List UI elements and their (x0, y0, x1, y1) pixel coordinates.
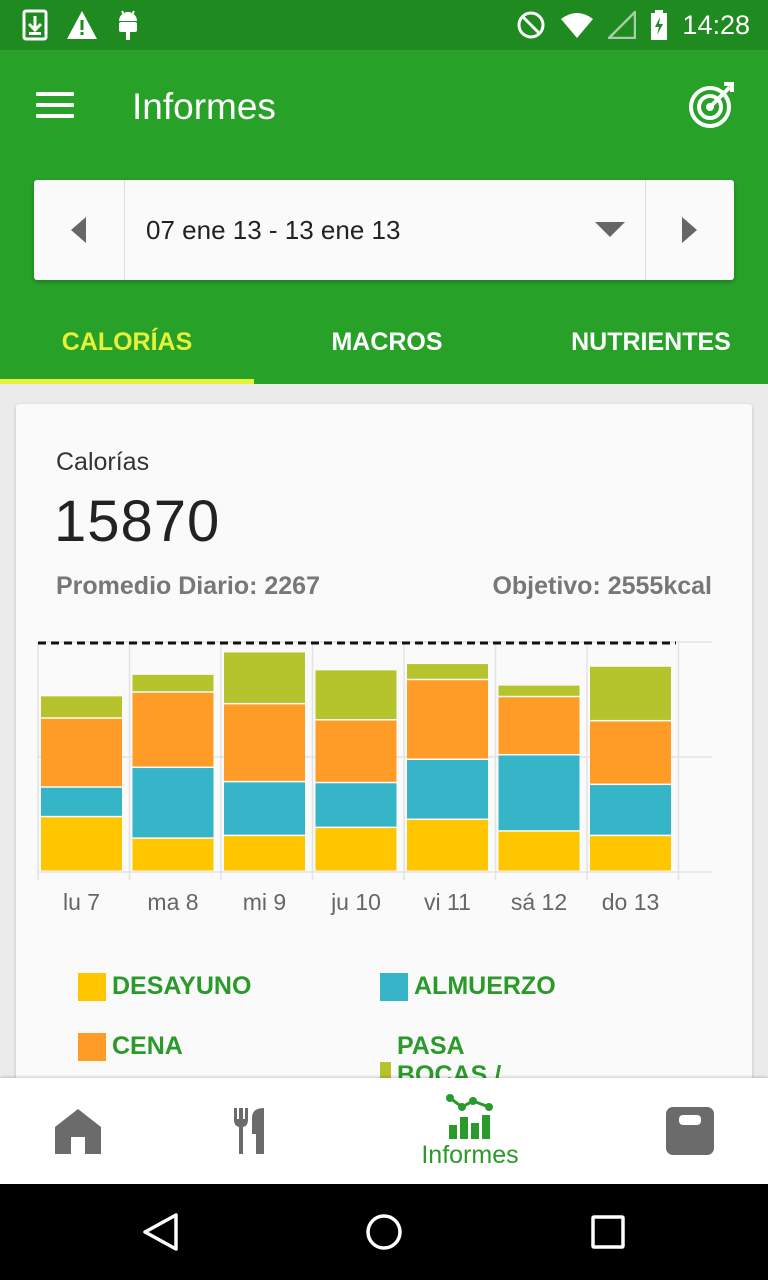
home-icon (55, 1109, 101, 1154)
bar-segment (132, 768, 214, 838)
bar-segment (590, 785, 671, 835)
bar-segment (407, 820, 488, 871)
x-tick-label: ju 10 (330, 889, 381, 915)
bar-segment (498, 685, 580, 696)
warning-icon (67, 11, 97, 39)
x-tick-label: lu 7 (63, 889, 100, 915)
status-bar: 14:28 (0, 0, 768, 50)
report-tabs: CALORÍAS MACROS NUTRIENTES (0, 300, 768, 384)
bar-segment (315, 720, 397, 782)
bar-segment (41, 817, 122, 871)
daily-average: Promedio Diario: 2267 (56, 572, 320, 600)
nav-weight[interactable] (662, 1078, 718, 1184)
date-range-label: 07 ene 13 - 13 ene 13 (146, 214, 401, 245)
bar-segment (224, 652, 305, 703)
bar-segment (315, 828, 397, 871)
bar-segment (41, 696, 122, 718)
nav-informes-label: Informes (421, 1140, 519, 1169)
scale-icon (666, 1107, 714, 1155)
clock: 14:28 (682, 10, 750, 40)
legend-item: CENA (78, 1032, 183, 1061)
android-icon (119, 10, 137, 40)
date-selector: 07 ene 13 - 13 ene 13 (34, 180, 734, 280)
legend-item: ALMUERZO (380, 972, 556, 1001)
previous-week-button[interactable] (34, 180, 125, 280)
calorie-goal: Objetivo: 2555kcal (492, 572, 712, 600)
x-tick-label: vi 11 (424, 889, 471, 915)
goal-target-button[interactable] (688, 80, 738, 130)
calories-card: Calorías 15870 Promedio Diario: 2267 Obj… (16, 404, 752, 1118)
legend-swatch (380, 972, 408, 1001)
bar-segment (41, 718, 122, 787)
system-recents-button[interactable] (586, 1210, 630, 1254)
x-tick-label: sá 12 (511, 889, 567, 915)
legend-label: DESAYUNO (112, 972, 252, 1000)
system-navigation-bar (0, 1184, 768, 1280)
date-range-dropdown[interactable]: 07 ene 13 - 13 ene 13 (125, 180, 645, 280)
calories-total: 15870 (54, 489, 221, 554)
target-icon (689, 82, 734, 128)
dropdown-arrow-icon (595, 222, 625, 237)
legend-swatch (380, 1061, 391, 1090)
bar-segment (407, 680, 488, 759)
bar-segment (315, 783, 397, 827)
arrow-left-icon (71, 217, 86, 243)
bar-segment (132, 692, 214, 767)
legend-label: CENA (112, 1032, 183, 1060)
tab-macros[interactable]: MACROS (331, 327, 443, 356)
nav-informes[interactable]: Informes (404, 1078, 536, 1184)
bar-segment (590, 666, 671, 720)
x-tick-label: do 13 (602, 889, 660, 915)
bar-segment (498, 755, 580, 831)
back-icon (143, 1213, 178, 1251)
bar-segment (224, 782, 305, 835)
bar-segment (132, 838, 214, 871)
bar-segment (407, 664, 488, 679)
page-title: Informes (132, 86, 276, 127)
x-tick-label: ma 8 (147, 889, 198, 915)
wifi-icon (561, 13, 594, 38)
tab-calorias[interactable]: CALORÍAS (61, 327, 193, 356)
home-circle-icon (366, 1214, 402, 1250)
bar-segment (315, 670, 397, 720)
signal-icon (608, 11, 637, 39)
bar-segment (498, 697, 580, 754)
app-bar: Informes 07 ene 13 - 13 ene 13 (0, 50, 768, 384)
download-icon (22, 9, 48, 41)
bar-segment (590, 721, 671, 784)
arrow-right-icon (682, 217, 697, 243)
x-tick-label: mi 9 (243, 889, 286, 915)
battery-charging-icon (651, 10, 668, 40)
bar-segment (407, 759, 488, 819)
reports-chart-icon (446, 1093, 493, 1139)
legend-label: ALMUERZO (414, 972, 556, 1000)
legend-item: DESAYUNO (78, 972, 251, 1001)
bar-segment (224, 704, 305, 781)
tab-indicator (0, 379, 254, 384)
tab-nutrientes[interactable]: NUTRIENTES (571, 327, 731, 356)
legend-swatch (78, 972, 106, 1001)
nav-diary[interactable] (212, 1078, 288, 1184)
bar-segment (132, 674, 214, 692)
system-home-button[interactable] (362, 1210, 406, 1254)
bottom-navigation: Informes (0, 1078, 768, 1184)
bar-segment (224, 836, 305, 871)
recents-icon (591, 1215, 625, 1249)
legend-swatch (78, 1032, 106, 1061)
bar-segment (41, 787, 122, 816)
fork-knife-icon (234, 1108, 264, 1154)
next-week-button[interactable] (645, 180, 734, 280)
do-not-disturb-icon (517, 11, 545, 39)
bar-segment (590, 836, 671, 871)
menu-button[interactable] (36, 92, 74, 122)
bar-segment (498, 831, 580, 871)
system-back-button[interactable] (138, 1210, 182, 1254)
calories-chart: lu 7 ma 8 mi 9 ju 10 vi 11 sá 12 do 13 (37, 641, 712, 915)
card-label: Calorías (56, 448, 150, 476)
menu-icon (36, 92, 74, 96)
nav-home[interactable] (40, 1078, 116, 1184)
